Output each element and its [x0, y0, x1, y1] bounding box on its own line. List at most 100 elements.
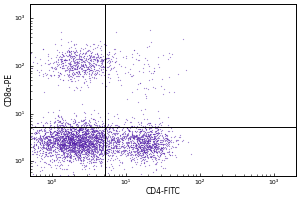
Point	[80, 139, 84, 143]
Point	[134, 143, 138, 146]
Point	[68, 130, 72, 133]
Point	[69, 141, 74, 145]
Point	[133, 58, 138, 61]
Point	[68, 127, 73, 130]
Point	[63, 157, 68, 160]
Point	[138, 156, 143, 159]
Point	[42, 130, 46, 133]
Point	[71, 111, 76, 114]
Point	[69, 143, 74, 147]
Point	[82, 137, 87, 140]
Point	[69, 56, 74, 59]
Point	[82, 121, 86, 124]
Point	[82, 133, 87, 136]
Point	[66, 141, 71, 145]
Point	[60, 52, 64, 55]
Point	[62, 127, 67, 130]
Point	[76, 143, 81, 146]
Point	[68, 150, 73, 153]
Point	[165, 143, 170, 146]
Point	[75, 54, 80, 57]
Point	[87, 141, 92, 144]
Point	[76, 132, 80, 135]
Point	[80, 123, 85, 126]
Point	[51, 120, 56, 123]
Point	[69, 132, 74, 135]
Point	[76, 149, 81, 152]
Point	[101, 138, 106, 142]
Point	[81, 128, 86, 131]
Point	[63, 134, 68, 137]
Point	[42, 136, 47, 140]
Point	[117, 134, 122, 137]
Point	[68, 148, 73, 152]
Point	[149, 147, 154, 150]
Point	[101, 58, 106, 61]
Point	[136, 147, 140, 151]
Point	[160, 147, 165, 150]
Point	[85, 55, 90, 58]
Point	[154, 141, 158, 144]
Point	[156, 130, 161, 133]
Point	[106, 144, 111, 147]
Point	[111, 166, 116, 170]
Point	[89, 143, 94, 146]
Point	[139, 135, 143, 138]
Point	[158, 152, 163, 155]
Point	[54, 136, 58, 139]
Point	[78, 146, 82, 149]
Point	[84, 160, 89, 163]
Point	[30, 128, 35, 131]
Point	[70, 68, 75, 72]
Point	[107, 150, 112, 153]
Point	[58, 143, 63, 146]
Point	[85, 67, 90, 70]
Point	[58, 161, 62, 164]
Point	[68, 153, 73, 156]
Point	[71, 122, 76, 125]
Point	[62, 63, 67, 67]
Point	[87, 143, 92, 146]
Point	[98, 146, 103, 149]
Point	[56, 63, 61, 66]
Point	[81, 140, 86, 143]
Point	[135, 147, 140, 150]
Point	[85, 85, 90, 88]
Point	[173, 140, 178, 143]
Point	[74, 143, 79, 147]
Point	[59, 67, 64, 70]
Point	[68, 127, 73, 131]
Point	[141, 155, 146, 158]
Point	[135, 157, 140, 160]
Point	[109, 141, 113, 144]
Point	[155, 149, 160, 152]
Point	[140, 133, 144, 137]
Point	[86, 68, 91, 71]
Point	[58, 121, 63, 124]
Point	[58, 58, 62, 61]
Point	[54, 59, 59, 62]
Point	[68, 131, 73, 135]
Point	[69, 160, 74, 163]
Point	[60, 126, 64, 129]
Point	[81, 146, 86, 150]
Point	[110, 141, 115, 144]
Point	[56, 159, 61, 162]
Point	[134, 147, 139, 150]
Point	[77, 155, 82, 159]
Point	[106, 165, 111, 169]
Point	[46, 134, 51, 137]
Point	[129, 144, 134, 147]
Point	[86, 129, 91, 132]
Point	[58, 162, 63, 165]
Point	[87, 141, 92, 144]
Point	[107, 142, 112, 145]
Point	[73, 74, 78, 77]
Point	[96, 157, 101, 161]
Point	[67, 158, 72, 161]
Point	[120, 160, 125, 163]
Point	[160, 140, 165, 143]
Point	[106, 65, 111, 68]
Point	[77, 145, 82, 148]
Point	[76, 149, 81, 153]
